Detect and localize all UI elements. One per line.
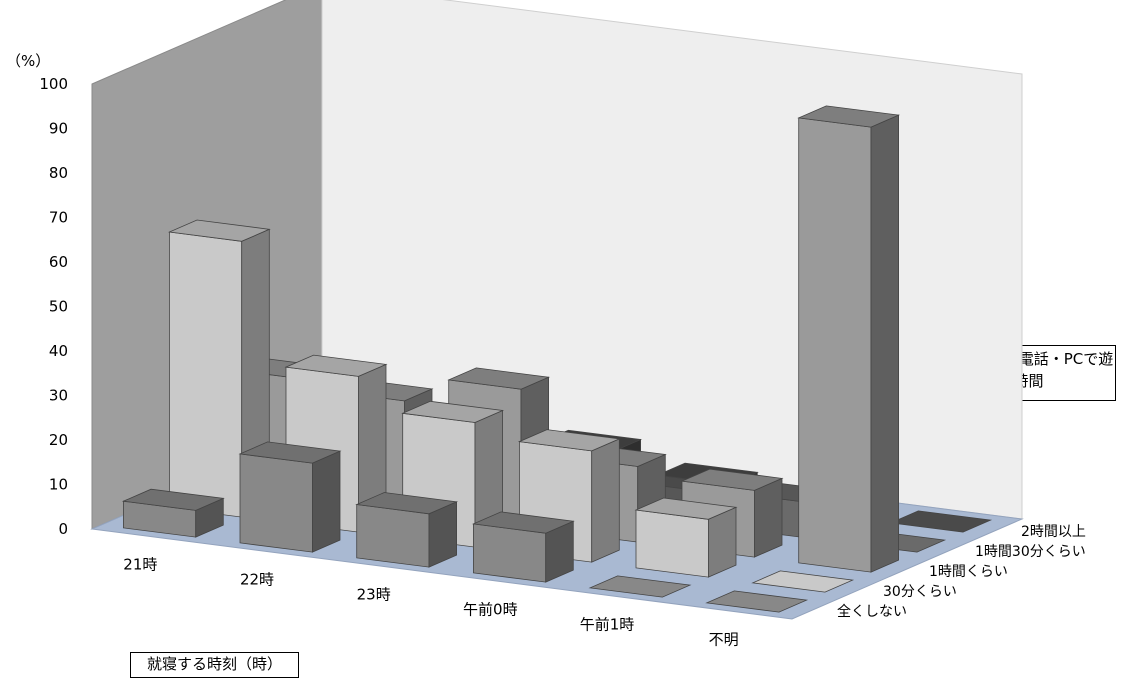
bar: [751, 570, 855, 593]
bar-top: [751, 570, 855, 593]
bar: [471, 511, 575, 583]
series-label: 30分くらい: [883, 584, 957, 600]
bar-top: [447, 367, 551, 390]
bar: [355, 492, 459, 568]
bar: [797, 105, 901, 573]
y-tick-label: 0: [58, 520, 68, 538]
bar-front: [798, 117, 872, 573]
y-tick-label: 70: [49, 209, 68, 227]
y-tick-label: 40: [49, 342, 68, 360]
x-axis-title: 就寝する時刻（時）: [146, 655, 282, 673]
bar-top: [284, 354, 388, 377]
x-axis-title-box: 就寝する時刻（時）: [130, 652, 299, 678]
bar-top: [705, 590, 809, 613]
y-tick-label: 50: [49, 298, 68, 316]
bar-top: [355, 492, 459, 515]
bar-front: [356, 504, 430, 568]
y-tick-label: 90: [49, 120, 68, 138]
x-tick-label: 不明: [709, 631, 739, 649]
y-tick-label: 20: [49, 431, 68, 449]
bar-top: [121, 488, 225, 511]
bar-top: [471, 511, 575, 534]
y-axis-unit-label: （%）: [6, 52, 51, 70]
x-tick-label: 23時: [357, 586, 391, 604]
y-tick-label: 10: [49, 476, 68, 494]
y-tick-label: 60: [49, 253, 68, 271]
bar-top: [167, 219, 271, 242]
bar-front: [472, 523, 547, 583]
bar-top: [401, 400, 505, 423]
series-label: 2時間以上: [1021, 524, 1086, 540]
bar: [588, 575, 692, 598]
series-label: 1時間くらい: [929, 564, 1008, 580]
depth-axis-series-labels: 全くしない 30分くらい 1時間くらい 1時間30分くらい 2時間以上: [837, 524, 1086, 620]
bar: [238, 441, 342, 553]
bar-top: [680, 468, 784, 491]
x-tick-label: 午前1時: [580, 616, 635, 634]
bar-side: [591, 438, 620, 563]
y-tick-label: 100: [39, 75, 68, 93]
bar-top: [238, 441, 342, 464]
bar-top: [634, 497, 738, 520]
x-tick-label: 22時: [240, 571, 274, 589]
bar-top: [517, 429, 621, 452]
bar-front: [168, 231, 243, 518]
bar-top: [797, 105, 901, 128]
bar: [121, 488, 225, 538]
y-tick-label: 80: [49, 164, 68, 182]
x-tick-label: 午前0時: [463, 601, 518, 619]
bar: [705, 590, 809, 613]
series-label: 全くしない: [837, 603, 907, 620]
y-tick-label: 30: [49, 387, 68, 405]
bar-side: [870, 114, 899, 573]
y-axis-ticks: 0 10 20 30 40 50 60 70 80 90 100: [39, 75, 68, 538]
bar: [634, 497, 738, 578]
x-tick-label: 21時: [123, 556, 157, 574]
bar-front: [239, 453, 313, 553]
bar-side: [311, 450, 341, 553]
bar: [889, 510, 993, 533]
chart-bars: [121, 105, 993, 613]
bar-top: [588, 575, 692, 598]
bar-side: [754, 477, 783, 558]
bar-front: [635, 509, 709, 578]
series-label: 1時間30分くらい: [975, 544, 1086, 560]
bar-top: [889, 510, 993, 533]
